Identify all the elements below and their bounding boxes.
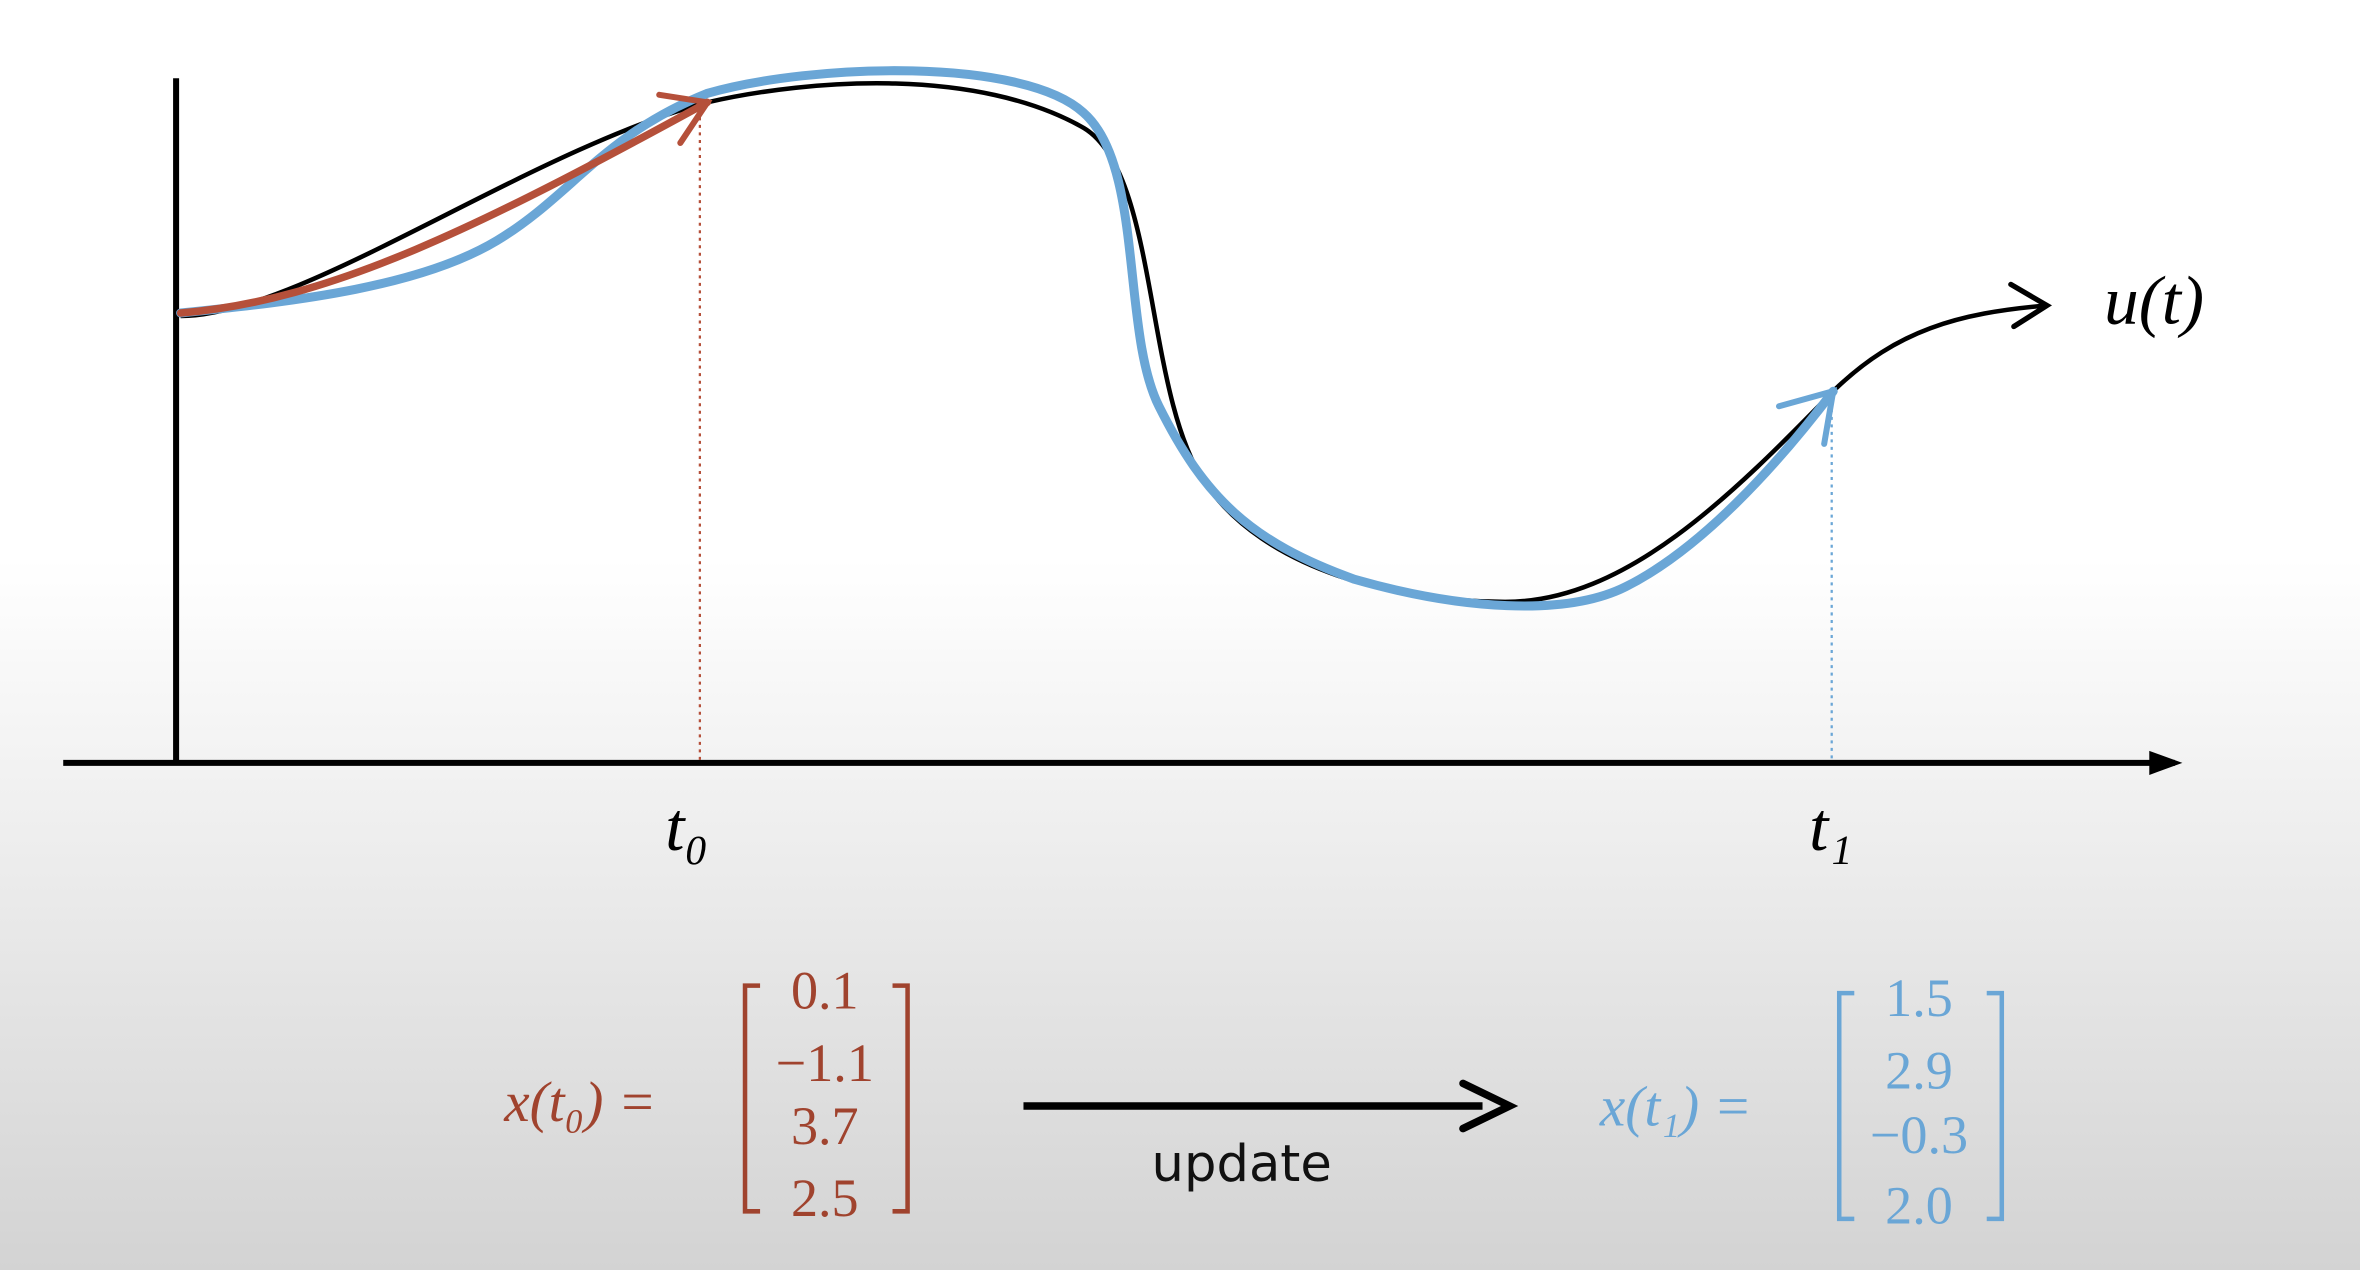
vector-entries: 1.5 2.9 −0.3 2.0	[1870, 968, 1968, 1236]
state-label: x(t₀) =	[503, 1071, 656, 1134]
entry: 0.1	[791, 961, 859, 1021]
matrix-brackets	[1836, 990, 2005, 1222]
axis-label: u(t)	[2104, 262, 2204, 339]
time-label: t₁	[1809, 788, 1852, 865]
blue-arrowhead	[1776, 387, 1837, 447]
update-arrowhead	[1459, 1079, 1519, 1133]
approx-curve	[176, 66, 1838, 611]
curve-arrowhead	[2008, 281, 2052, 330]
entry: 2.5	[791, 1168, 859, 1228]
true-curve	[180, 81, 2048, 605]
state-label: x(t₁) =	[1599, 1076, 1752, 1139]
arrow-label: update	[1152, 1135, 1332, 1194]
entry: −1.1	[776, 1033, 874, 1093]
x-axis-arrowhead	[2149, 750, 2183, 775]
entry: 2.9	[1885, 1040, 1953, 1100]
red-arrow	[176, 98, 712, 317]
red-arrowhead	[656, 91, 713, 146]
entry: 3.7	[791, 1096, 859, 1156]
matrix-brackets	[742, 983, 910, 1214]
entry: 1.5	[1885, 968, 1953, 1028]
entry: −0.3	[1870, 1105, 1968, 1165]
time-label: t₀	[665, 788, 708, 865]
entry: 2.0	[1885, 1176, 1953, 1236]
vector-entries: 0.1 −1.1 3.7 2.5	[776, 961, 874, 1229]
